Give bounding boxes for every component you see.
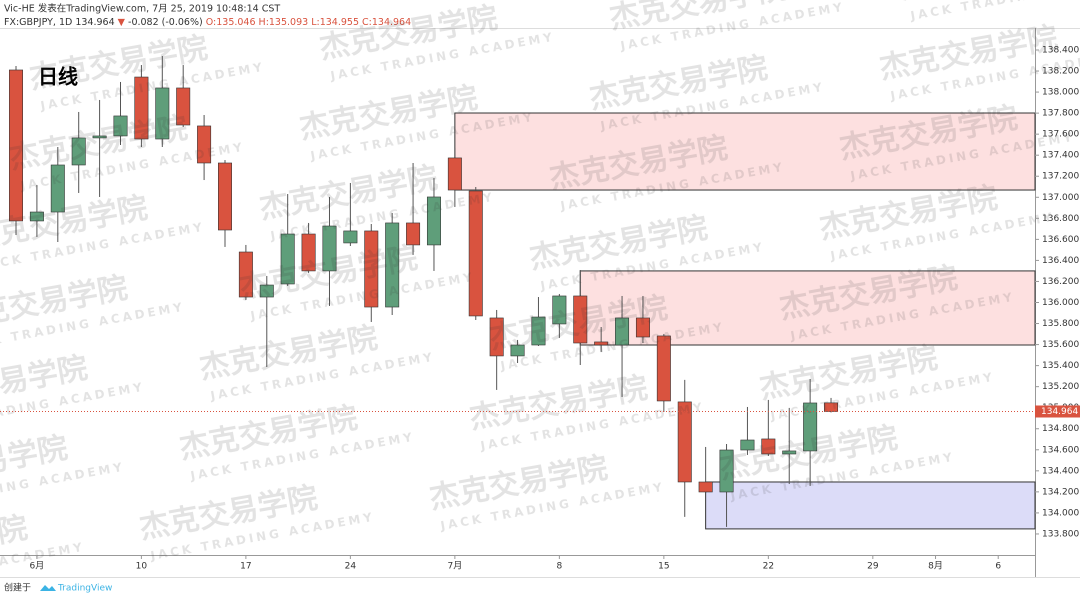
candle-body	[719, 449, 734, 493]
y-tick-label: 133.800	[1042, 529, 1079, 539]
y-tick-label: 134.000	[1042, 508, 1079, 518]
candle-body	[301, 233, 316, 272]
author-line: Vic-HE 发表在TradingView.com, 7月 25, 2019 1…	[4, 3, 280, 15]
candle-body	[489, 317, 504, 357]
y-tick-label: 138.200	[1042, 67, 1079, 77]
x-tick-label: 24	[345, 562, 357, 572]
candle-body	[280, 233, 295, 285]
change: -0.082 (-0.06%)	[128, 17, 203, 28]
candle-body	[531, 316, 546, 346]
candle-body	[740, 439, 755, 451]
y-tick-label: 135.600	[1042, 340, 1079, 350]
y-tick-label: 136.000	[1042, 298, 1079, 308]
candle-body	[197, 125, 212, 164]
candle-body	[50, 164, 65, 213]
candle-body	[343, 230, 358, 244]
candle-body	[364, 230, 379, 308]
y-tick-label: 135.400	[1042, 361, 1079, 371]
ohlc-open: O:135.046	[206, 17, 256, 28]
last-price-label: 134.964	[1041, 407, 1078, 417]
candle-body	[385, 222, 400, 308]
y-tick-label: 137.200	[1042, 172, 1079, 182]
x-tick-label: 8月	[928, 561, 943, 572]
candle-body	[406, 222, 421, 246]
candle-body	[426, 196, 441, 246]
ohlc-low: L:134.955	[311, 17, 359, 28]
legend: FX:GBPJPY, 1D 134.964 ▼ -0.082 (-0.06%) …	[4, 17, 411, 28]
y-tick-label: 138.400	[1042, 45, 1079, 55]
y-tick-label: 137.000	[1042, 193, 1079, 203]
y-tick-label: 135.800	[1042, 319, 1079, 329]
candle-body	[238, 251, 253, 298]
y-tick-label: 137.400	[1042, 151, 1079, 161]
candle-body	[29, 211, 44, 222]
zone	[705, 481, 1036, 530]
candle-body	[447, 157, 462, 191]
candle-body	[113, 115, 128, 137]
x-tick-label: 17	[240, 562, 251, 572]
y-tick-label: 134.800	[1042, 424, 1079, 434]
x-tick-label: 8	[556, 562, 562, 572]
candle-body	[635, 317, 650, 338]
annotation: 日线	[38, 65, 78, 89]
price: 134.964	[75, 17, 114, 28]
y-tick-label: 134.400	[1042, 466, 1079, 476]
y-tick-label: 136.200	[1042, 277, 1079, 287]
candle-body	[573, 295, 588, 344]
y-tick-label: 138.000	[1042, 88, 1079, 98]
candle-body	[176, 87, 191, 126]
candle-body	[552, 295, 567, 325]
x-tick-label: 22	[763, 562, 774, 572]
candle-body	[134, 76, 149, 140]
x-tick-label: 7月	[448, 561, 463, 572]
y-tick-label: 136.800	[1042, 214, 1079, 224]
x-tick-label: 29	[867, 562, 879, 572]
down-arrow: ▼	[118, 17, 126, 28]
candle-body	[698, 481, 713, 493]
y-tick-label: 137.800	[1042, 109, 1079, 119]
x-tick-label: 15	[658, 562, 669, 572]
candle-body	[218, 162, 232, 231]
y-tick-label: 136.600	[1042, 235, 1079, 245]
candle-body	[92, 135, 107, 139]
candle-body	[615, 317, 630, 346]
x-tick-label: 6	[995, 562, 1001, 572]
candle-body	[322, 225, 337, 272]
symbol: FX:GBPJPY, 1D	[4, 17, 72, 28]
y-tick-label: 134.600	[1042, 445, 1079, 455]
candle-body	[803, 402, 818, 452]
candle-body	[761, 438, 776, 455]
x-tick-label: 6月	[30, 561, 45, 572]
candle-body	[594, 341, 609, 346]
last-price-tag	[1035, 405, 1080, 418]
candle-body	[259, 284, 274, 298]
candle-body	[677, 401, 692, 483]
candle-body	[510, 344, 525, 357]
y-tick-label: 137.600	[1042, 130, 1079, 140]
x-tick-label: 10	[136, 562, 148, 572]
candle-body	[782, 450, 797, 455]
zone	[579, 270, 1036, 346]
ohlc-close: C:134.964	[362, 17, 411, 28]
footer-brand: TradingView	[57, 584, 112, 594]
y-tick-label: 136.400	[1042, 256, 1079, 266]
tv-logo	[40, 585, 56, 591]
y-tick-label: 134.200	[1042, 487, 1079, 497]
ohlc-high: H:135.093	[259, 17, 309, 28]
candle-body	[9, 69, 23, 222]
candle-body	[71, 137, 86, 166]
candle-body	[656, 335, 671, 402]
y-tick-label: 135.200	[1042, 382, 1079, 392]
zone	[454, 112, 1036, 191]
candle-body	[155, 87, 170, 140]
footer-created: 创建于	[4, 582, 31, 594]
candle-body	[468, 190, 483, 317]
plot	[9, 55, 1036, 530]
